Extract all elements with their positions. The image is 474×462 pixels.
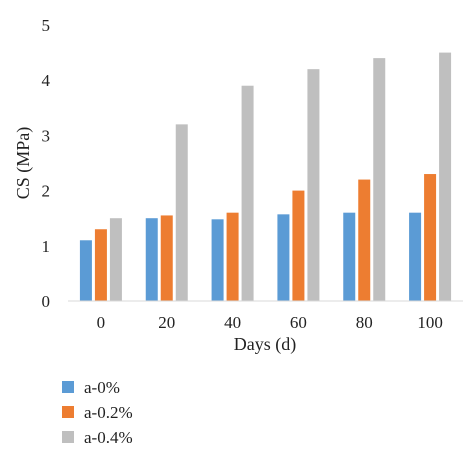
bar	[439, 52, 452, 301]
bar	[277, 214, 290, 301]
bar	[94, 229, 107, 301]
x-tick-label: 60	[290, 313, 307, 332]
bar	[241, 85, 254, 301]
legend-label: a-0%	[84, 378, 120, 397]
y-tick-label: 5	[42, 16, 51, 35]
legend-label: a-0.2%	[84, 403, 133, 422]
y-tick-label: 4	[42, 71, 51, 90]
bar	[145, 218, 158, 301]
bar	[160, 215, 173, 301]
x-tick-label: 20	[158, 313, 175, 332]
x-axis-title: Days (d)	[234, 334, 296, 355]
bar	[424, 174, 437, 301]
legend-swatch	[62, 406, 74, 418]
x-tick-label: 80	[356, 313, 373, 332]
x-tick-label: 0	[97, 313, 106, 332]
y-tick-label: 0	[42, 292, 51, 311]
legend: a-0% a-0.2% a-0.4%	[62, 378, 133, 447]
bar	[226, 212, 239, 301]
bar	[211, 219, 224, 301]
bar	[79, 240, 92, 301]
y-tick-label: 2	[42, 182, 51, 201]
bar	[373, 58, 386, 302]
bar	[292, 190, 305, 301]
bar	[358, 179, 371, 301]
x-tick-label: 100	[417, 313, 443, 332]
x-tick-label: 40	[224, 313, 241, 332]
bar	[307, 69, 320, 301]
y-axis-title: CS (MPa)	[13, 127, 34, 200]
bar	[109, 218, 122, 301]
bar	[343, 212, 356, 301]
x-axis-ticks: 0 20 40 60 80 100	[97, 313, 443, 332]
bars	[79, 52, 452, 302]
bar	[175, 124, 188, 301]
legend-swatch	[62, 381, 74, 393]
y-tick-label: 3	[42, 126, 51, 145]
legend-label: a-0.4%	[84, 428, 133, 447]
y-axis-ticks: 0 1 2 3 4 5	[42, 16, 51, 311]
legend-swatch	[62, 431, 74, 443]
y-tick-label: 1	[42, 237, 51, 256]
bar	[409, 212, 422, 301]
